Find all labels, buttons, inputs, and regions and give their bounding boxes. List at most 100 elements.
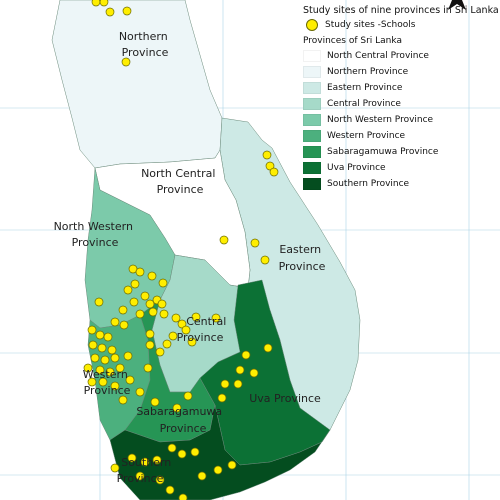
legend-province-item: Central Province [303, 96, 500, 112]
study-site-marker [178, 493, 188, 500]
southern-province [109, 404, 331, 500]
study-site-marker [123, 351, 133, 361]
study-site-marker [135, 309, 145, 319]
label-central: Central Province [177, 315, 230, 344]
legend-province-item: Western Province [303, 128, 500, 144]
legend-sites-label: Study sites -Schools [325, 20, 416, 30]
map-legend: Study sites of nine provinces in Sri Lan… [303, 5, 500, 192]
study-site-marker [265, 161, 275, 171]
legend-province-label: North Central Province [327, 51, 429, 61]
study-site-marker [197, 471, 207, 481]
study-site-marker [100, 355, 110, 365]
study-site-marker [83, 363, 93, 373]
study-site-marker [177, 319, 187, 329]
study-site-marker [87, 377, 97, 387]
study-site-marker [152, 455, 162, 465]
study-site-marker [95, 330, 105, 340]
label-eastern: Eastern Province [279, 243, 326, 273]
study-site-marker [190, 447, 200, 457]
study-site-marker [110, 463, 120, 473]
study-site-marker [235, 365, 245, 375]
study-sites [83, 0, 279, 500]
label-southern: Southern Province [117, 456, 175, 485]
study-site-marker [269, 167, 279, 177]
study-site-marker [110, 353, 120, 363]
legend-provinces-header: Provinces of Sri Lanka [303, 36, 402, 46]
study-site-marker [148, 307, 158, 317]
legend-swatch [303, 114, 321, 126]
study-site-marker [168, 331, 178, 341]
study-site-marker [172, 403, 182, 413]
legend-title: Study sites of nine provinces in Sri Lan… [303, 5, 499, 16]
study-site-marker [150, 397, 160, 407]
study-site-marker [233, 379, 243, 389]
legend-swatch [303, 178, 321, 190]
legend-province-item: North Western Province [303, 112, 500, 128]
legend-swatch [303, 82, 321, 94]
legend-province-item: Southern Province [303, 176, 500, 192]
label-north-western: North Western Province [54, 220, 137, 249]
study-site-marker [187, 337, 197, 347]
legend-province-item: North Central Province [303, 48, 500, 64]
study-site-marker [183, 391, 193, 401]
legend-province-item: Sabaragamuwa Province [303, 144, 500, 160]
study-site-marker [191, 312, 201, 322]
study-site-marker [105, 367, 115, 377]
legend-province-label: Western Province [327, 131, 406, 141]
study-site-marker [145, 299, 155, 309]
study-site-marker [250, 238, 260, 248]
label-northern: Northern Province [119, 30, 171, 59]
study-site-marker [130, 279, 140, 289]
study-site-marker [129, 297, 139, 307]
study-site-marker [140, 291, 150, 301]
province-labels: Northern Province North Central Province… [54, 30, 326, 485]
study-site-marker [140, 457, 150, 467]
study-site-marker [219, 235, 229, 245]
study-site-marker [98, 377, 108, 387]
study-site-marker [95, 365, 105, 375]
north-arrow-icon [448, 0, 466, 10]
legend-province-label: Sabaragamuwa Province [327, 147, 439, 157]
study-site-marker [122, 6, 132, 16]
legend-province-item: Eastern Province [303, 80, 500, 96]
study-site-marker [145, 340, 155, 350]
study-site-marker [158, 278, 168, 288]
study-site-marker [220, 379, 230, 389]
study-site-marker [217, 393, 227, 403]
legend-province-label: Southern Province [327, 179, 410, 189]
legend-sites-row: Study sites -Schools [303, 17, 500, 33]
study-site-marker [263, 343, 273, 353]
study-site-marker [135, 387, 145, 397]
study-site-marker [227, 460, 237, 470]
legend-swatch [303, 66, 321, 78]
legend-swatch [303, 146, 321, 158]
legend-province-list: North Central Province Northern Province E… [303, 48, 500, 192]
study-site-marker [145, 329, 155, 339]
study-site-marker [155, 347, 165, 357]
study-site-marker [91, 0, 101, 7]
legend-province-item: Uva Province [303, 160, 500, 176]
study-site-marker [241, 350, 251, 360]
study-site-marker [167, 443, 177, 453]
study-site-marker [135, 471, 145, 481]
label-north-central: North Central Province [141, 167, 219, 196]
study-site-marker [181, 325, 191, 335]
study-site-marker [123, 285, 133, 295]
study-site-marker [115, 363, 125, 373]
study-site-marker [159, 309, 169, 319]
study-site-marker [118, 395, 128, 405]
study-site-marker [260, 255, 270, 265]
study-site-marker [171, 313, 181, 323]
study-site-marker [107, 345, 117, 355]
study-site-marker [162, 339, 172, 349]
legend-province-label: Uva Province [327, 163, 386, 173]
study-site-marker [90, 353, 100, 363]
study-site-marker [211, 313, 221, 323]
study-site-marker [121, 57, 131, 67]
study-site-marker [177, 449, 187, 459]
site-marker-icon [306, 19, 318, 31]
study-site-marker [103, 332, 113, 342]
label-sabaragamuwa: Sabaragamuwa Province [136, 405, 225, 435]
northern-province [51, 0, 223, 169]
